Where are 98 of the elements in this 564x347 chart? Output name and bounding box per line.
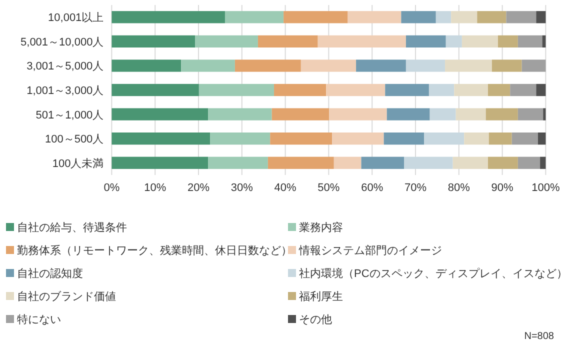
bar xyxy=(208,108,272,120)
y-tick-label: 100人未満 xyxy=(52,156,104,170)
legend-label: 勤務体系（リモートワーク、残業時間、休日日数など） xyxy=(17,244,292,257)
y-tick-label: 100～500人 xyxy=(44,134,104,146)
x-tick-label: 100% xyxy=(532,182,560,194)
bar xyxy=(542,35,546,48)
bar xyxy=(270,132,332,145)
bar xyxy=(486,108,518,120)
bar xyxy=(454,84,488,96)
bar xyxy=(518,35,542,48)
bar xyxy=(284,11,348,24)
x-tick-label: 90% xyxy=(491,182,514,194)
bar xyxy=(404,156,453,169)
bar xyxy=(224,11,284,24)
bar xyxy=(498,35,518,48)
bar xyxy=(329,108,387,120)
x-tick-label: 0% xyxy=(104,182,120,194)
bar xyxy=(538,132,546,145)
bar xyxy=(428,84,454,96)
bar xyxy=(488,84,510,96)
bar xyxy=(456,108,486,120)
bar xyxy=(512,132,538,145)
bar xyxy=(112,11,225,24)
bar xyxy=(451,11,478,24)
bar xyxy=(356,60,406,72)
bar xyxy=(258,35,318,48)
bar xyxy=(348,11,402,24)
bar xyxy=(518,108,544,120)
bar xyxy=(436,11,452,24)
legend-label: 業務内容 xyxy=(299,221,343,234)
text: N=808 xyxy=(524,331,554,342)
bar xyxy=(112,35,196,48)
bar xyxy=(536,11,546,24)
y-tick-label: 1,001～3,000人 xyxy=(26,85,104,97)
legend-label: 社内環境（PCのスペック、ディスプレイ、イスなど） xyxy=(299,267,564,280)
bar xyxy=(334,156,362,169)
bar xyxy=(181,60,235,72)
bar xyxy=(385,84,429,96)
bar xyxy=(274,84,326,96)
y-tick-label: 5,001～10,000人 xyxy=(20,36,104,48)
bar xyxy=(210,132,270,145)
legend-label: 自社の認知度 xyxy=(17,267,83,280)
bar xyxy=(518,156,540,169)
legend-label: 自社のブランド価値 xyxy=(17,290,116,303)
bar xyxy=(272,108,330,120)
legend-label: 自社の給与、待遇条件 xyxy=(17,221,127,234)
bar xyxy=(384,132,424,145)
bar xyxy=(488,156,518,169)
x-tick-label: 80% xyxy=(448,182,470,194)
bar xyxy=(234,60,301,72)
bar xyxy=(477,11,506,24)
bar xyxy=(488,132,512,145)
legend-label: 福利厚生 xyxy=(299,290,343,303)
x-tick-label: 70% xyxy=(404,182,427,194)
bar xyxy=(430,108,456,120)
bar xyxy=(208,156,268,169)
bar xyxy=(510,84,536,96)
bar xyxy=(492,60,522,72)
x-tick-label: 30% xyxy=(230,182,254,194)
bar xyxy=(300,60,356,72)
bar xyxy=(445,60,492,72)
bar xyxy=(522,60,546,72)
bar xyxy=(326,84,386,96)
bar xyxy=(112,132,210,145)
bar xyxy=(452,156,488,169)
bar xyxy=(361,156,404,169)
x-tick-label: 50% xyxy=(318,182,340,194)
bar xyxy=(424,132,464,145)
bar xyxy=(462,35,498,48)
legend-label: 情報システム部門のイメージ xyxy=(298,244,442,257)
bar xyxy=(332,132,384,145)
bar xyxy=(268,156,334,169)
x-tick-label: 20% xyxy=(187,182,210,194)
legend-label: その他 xyxy=(299,314,332,326)
y-tick-label: 3,001～5,000人 xyxy=(26,60,104,73)
bar xyxy=(401,11,436,24)
bar xyxy=(112,84,199,96)
bar xyxy=(198,84,274,96)
legend-label: 特にない xyxy=(17,314,61,326)
bar xyxy=(536,84,546,96)
bar xyxy=(540,156,546,169)
bar xyxy=(112,60,182,72)
y-tick-label: 501～1,000人 xyxy=(36,109,104,122)
bar xyxy=(506,11,536,24)
bar xyxy=(406,35,446,48)
bar xyxy=(112,156,208,169)
bar xyxy=(318,35,406,48)
x-tick-label: 40% xyxy=(274,182,297,194)
bar xyxy=(464,132,489,145)
x-tick-label: 60% xyxy=(361,182,384,194)
bar xyxy=(543,108,546,120)
bar xyxy=(112,108,208,120)
bar xyxy=(406,60,446,72)
bar xyxy=(195,35,258,48)
x-tick-label: 10% xyxy=(144,182,166,194)
bar xyxy=(446,35,462,48)
y-tick-label: 10,001以上 xyxy=(48,11,104,24)
bar xyxy=(386,108,430,120)
